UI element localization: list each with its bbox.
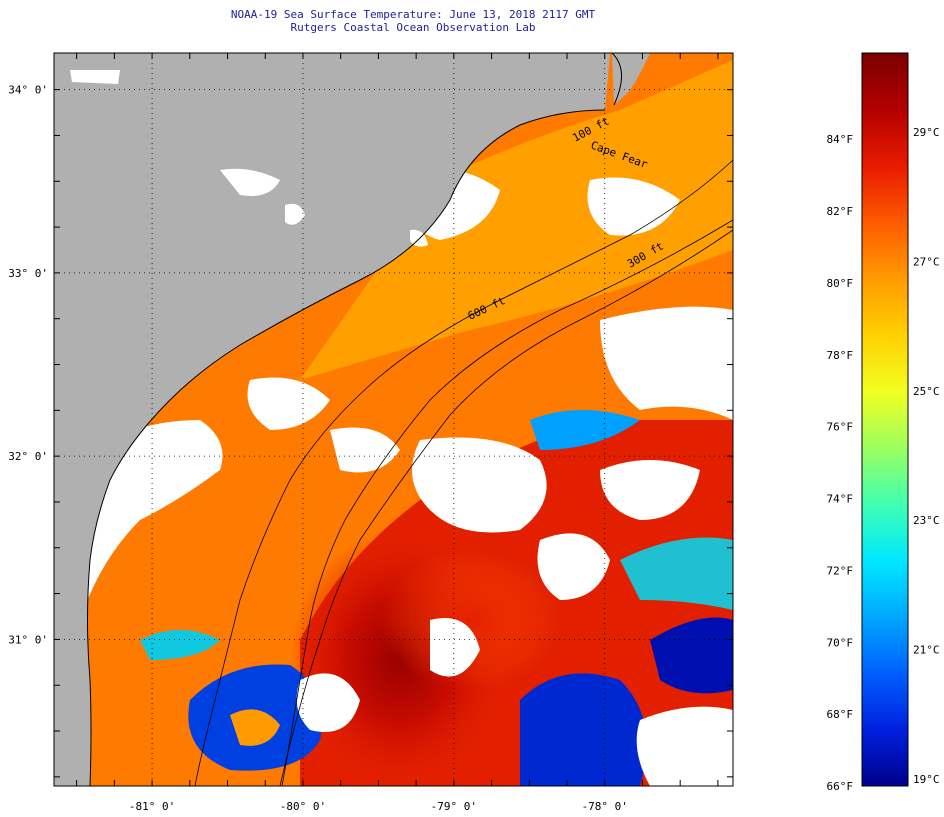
- colorbar-gradient: [861, 52, 909, 787]
- colorbar-c-label: 29°C: [913, 126, 940, 139]
- cold-eddy-east: [650, 617, 733, 694]
- isobath-100ft: [194, 159, 733, 786]
- isobath-300ft: [281, 219, 733, 786]
- colorbar-c-label: 23°C: [913, 514, 940, 527]
- land-mainland: [54, 53, 610, 786]
- lon-label: -80° 0': [280, 800, 326, 813]
- shelf-warm-band: [300, 60, 733, 380]
- latitude-labels: 34° 0' 33° 0' 32° 0' 31° 0': [8, 84, 48, 647]
- colorbar-fahrenheit-labels: 84°F 82°F 80°F 78°F 76°F 74°F 72°F 70°F 68°F 66°F: [827, 133, 854, 793]
- colorbar-c-label: 19°C: [913, 773, 940, 786]
- axis-ticks: [54, 53, 733, 786]
- colorbar-c-label: 21°C: [913, 643, 940, 656]
- lat-label: 31° 0': [8, 633, 48, 646]
- chart-subtitle: Rutgers Coastal Ocean Observation Lab: [290, 21, 536, 34]
- colorbar-celsius-labels: 29°C 27°C 25°C 23°C 21°C 19°C: [913, 126, 940, 786]
- colorbar-c-label: 27°C: [913, 255, 940, 268]
- cool-filament-east: [620, 537, 733, 610]
- lat-label: 33° 0': [8, 267, 48, 280]
- chart-title: NOAA-19 Sea Surface Temperature: June 13…: [230, 8, 596, 21]
- graticule: [54, 53, 733, 786]
- cloud-central: [412, 437, 547, 533]
- cloud-east: [600, 306, 733, 420]
- colorbar-f-label: 72°F: [827, 564, 854, 577]
- lon-label: -78° 0': [582, 800, 628, 813]
- colorbar-c-label: 25°C: [913, 385, 940, 398]
- colorbar-f-label: 82°F: [827, 205, 854, 218]
- cold-eddy-south: [520, 673, 647, 786]
- colorbar-f-label: 70°F: [827, 636, 854, 649]
- colorbar-f-label: 84°F: [827, 133, 854, 146]
- isobath-600ft: [279, 229, 733, 786]
- lat-label: 32° 0': [8, 450, 48, 463]
- map-field: [54, 53, 733, 786]
- lon-label: -81° 0': [129, 800, 175, 813]
- colorbar-f-label: 66°F: [827, 780, 854, 793]
- land-outer-banks: [612, 53, 650, 105]
- colorbar-f-label: 78°F: [827, 349, 854, 362]
- longitude-labels: -81° 0' -80° 0' -79° 0' -78° 0': [129, 800, 628, 813]
- colorbar-f-label: 76°F: [827, 421, 854, 434]
- coastline: [87, 109, 606, 786]
- lat-label: 34° 0': [8, 84, 48, 97]
- lon-label: -79° 0': [431, 800, 477, 813]
- colorbar-f-label: 74°F: [827, 493, 854, 506]
- colorbar-f-label: 80°F: [827, 277, 854, 290]
- colorbar-f-label: 68°F: [827, 708, 854, 721]
- map-frame: [53, 52, 734, 787]
